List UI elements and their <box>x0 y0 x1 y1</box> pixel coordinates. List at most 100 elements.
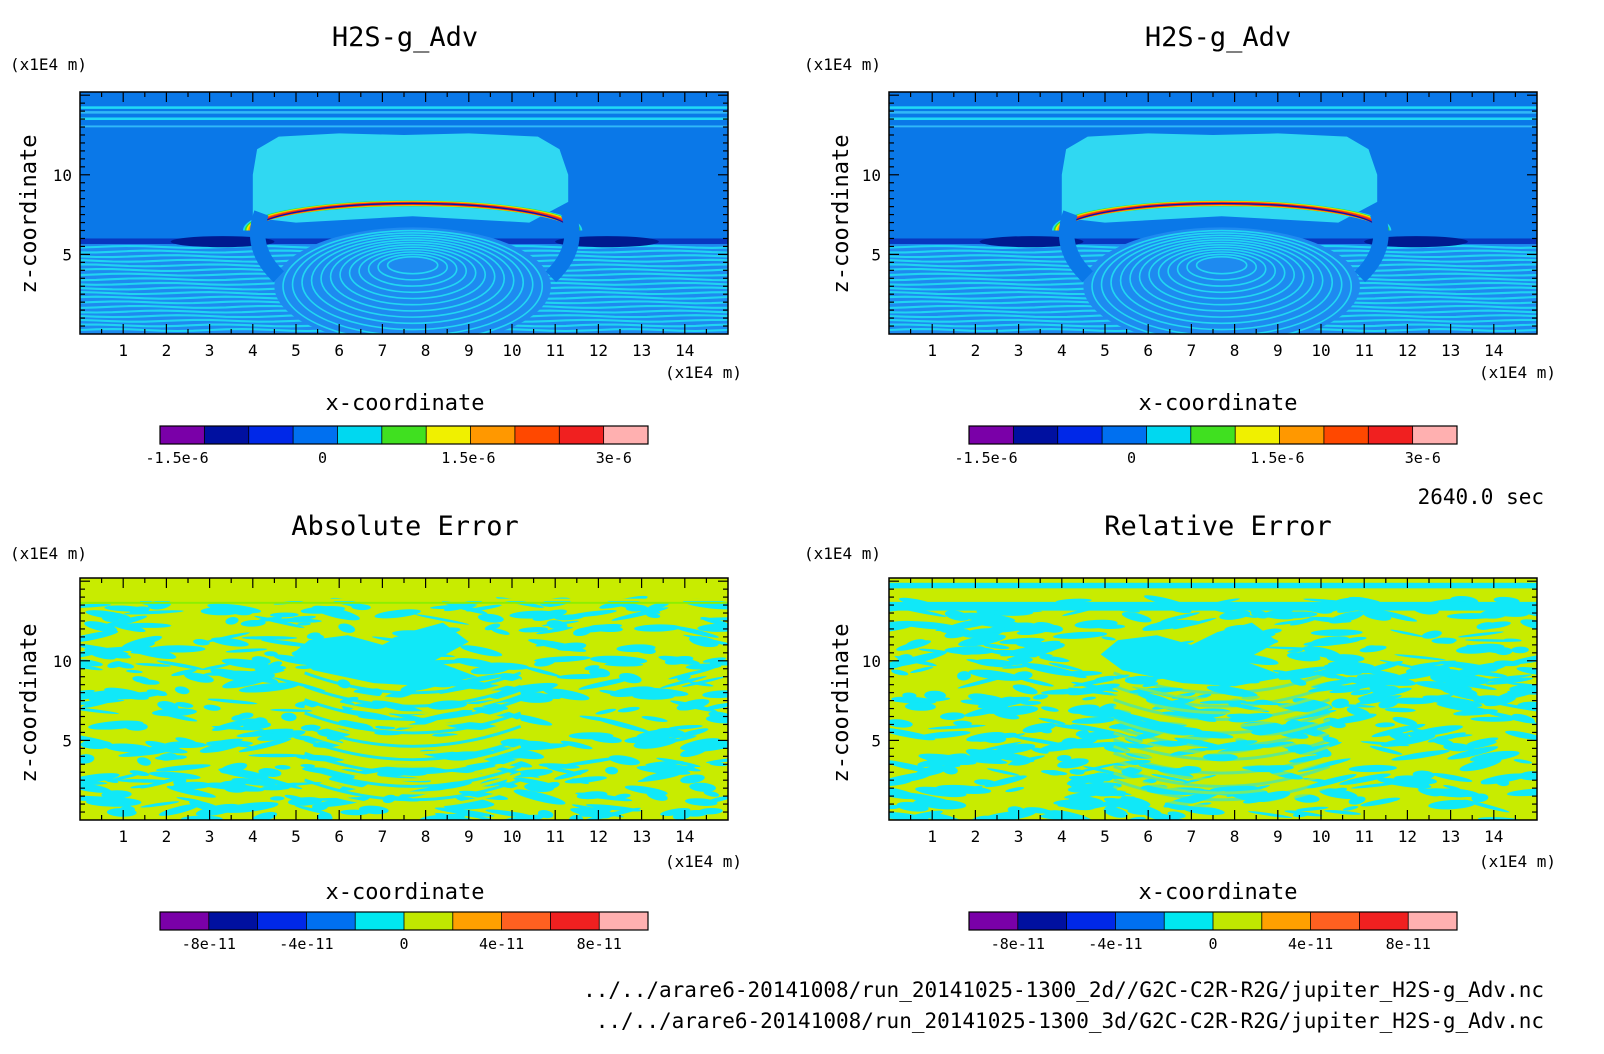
colorbar-swatch <box>1310 912 1360 930</box>
error-blob <box>974 741 1022 753</box>
error-blob <box>1451 662 1508 678</box>
error-blob <box>640 737 679 749</box>
colorbar: -8e-11 -4e-11 0 4e-11 8e-11 <box>159 911 649 953</box>
error-blob <box>205 738 244 746</box>
error-blob <box>625 604 648 612</box>
colorbar: -1.5e-6 0 1.5e-6 3e-6 <box>145 425 649 467</box>
error-blob <box>1020 700 1042 706</box>
x-tick-label: 13 <box>1441 827 1460 846</box>
error-blob <box>1371 723 1426 738</box>
error-blob <box>257 730 306 741</box>
error-blob <box>1346 706 1370 717</box>
error-blob <box>974 658 1015 667</box>
x-tick-label: 12 <box>589 341 608 360</box>
error-blob <box>281 712 297 722</box>
error-blob <box>1516 667 1537 676</box>
colorbar-swatch <box>248 426 294 444</box>
dome-ring <box>377 253 449 281</box>
error-blob <box>576 791 608 800</box>
error-blob <box>201 663 231 670</box>
error-blob <box>175 737 199 746</box>
error-stripe <box>1113 725 1331 748</box>
error-blob <box>257 616 283 622</box>
upper-stripe <box>80 125 728 128</box>
error-blob <box>259 786 290 791</box>
error-stripe <box>1113 745 1331 768</box>
error-blob <box>1068 775 1104 784</box>
colorbar-swatch <box>969 912 1019 930</box>
x-tick-label: 4 <box>1057 827 1067 846</box>
x-tick-label: 3 <box>205 341 215 360</box>
colorbar-tick-label: 0 <box>318 449 327 467</box>
x-unit-label: (x1E4 m) <box>665 363 742 382</box>
colorbar: -1.5e-6 0 1.5e-6 3e-6 <box>954 425 1458 467</box>
error-blob <box>1390 697 1436 705</box>
error-blob <box>358 805 389 815</box>
error-blob <box>270 708 313 712</box>
error-blob <box>1477 674 1533 683</box>
error-blob <box>236 728 294 738</box>
error-blob <box>889 805 901 810</box>
error-blob <box>1456 643 1505 654</box>
error-blob <box>1039 655 1070 663</box>
error-blob <box>221 801 279 813</box>
error-blob <box>1446 613 1496 620</box>
error-blob <box>231 714 246 721</box>
y-axis-label: z-coordinate <box>829 624 854 783</box>
error-blob <box>1043 624 1063 633</box>
dome-ring <box>1110 234 1334 331</box>
error-blob <box>1350 689 1373 696</box>
upper-stripe <box>889 117 1537 121</box>
error-blob <box>1040 770 1068 776</box>
error-stripe <box>1113 684 1331 708</box>
y-tick-label: 5 <box>871 245 881 264</box>
colorbar-swatch <box>306 912 356 930</box>
colorbar-tick-label: 8e-11 <box>1386 935 1431 953</box>
error-blob <box>1348 764 1397 773</box>
error-stripe <box>304 778 522 802</box>
x-tick-label: 9 <box>1273 341 1283 360</box>
error-blob <box>312 605 360 621</box>
error-stripe <box>304 671 522 695</box>
error-blob <box>1289 616 1320 626</box>
error-blob <box>706 795 728 803</box>
error-blob <box>101 790 132 799</box>
error-blob <box>312 803 328 811</box>
error-blob <box>130 784 151 789</box>
colorbar-swatch <box>337 426 383 444</box>
x-tick-label: 6 <box>1143 341 1153 360</box>
error-blob <box>240 619 266 627</box>
colorbar-swatch <box>501 912 551 930</box>
x-tick-label: 10 <box>502 827 521 846</box>
dome-ring <box>282 229 544 334</box>
error-blob <box>509 769 553 778</box>
error-blob <box>590 655 648 665</box>
x-tick-label: 10 <box>1311 341 1330 360</box>
dome-ring <box>291 232 534 334</box>
error-blob <box>636 729 662 738</box>
colorbar-swatch <box>208 912 259 930</box>
error-blob <box>220 762 248 774</box>
colorbar-swatch <box>1013 426 1059 444</box>
x-tick-label: 8 <box>1230 827 1240 846</box>
error-stripe <box>304 745 522 768</box>
error-blob <box>269 612 299 618</box>
x-tick-label: 11 <box>546 341 565 360</box>
error-blob <box>1261 612 1295 620</box>
error-blob <box>140 801 180 808</box>
panel-title: Relative Error <box>1104 511 1332 542</box>
error-blob <box>676 728 709 738</box>
error-blob <box>110 622 146 632</box>
error-blob <box>958 646 985 655</box>
upper-stripe <box>889 111 1537 114</box>
error-blob <box>1428 799 1476 810</box>
error-blob <box>1012 684 1038 695</box>
error-blob <box>1509 653 1537 665</box>
error-blob <box>910 666 934 673</box>
error-blob <box>709 660 728 666</box>
error-blob <box>174 686 190 695</box>
error-stripe <box>1113 771 1331 795</box>
error-blob <box>1057 758 1089 769</box>
x-tick-label: 6 <box>1143 827 1153 846</box>
error-blob <box>546 620 568 630</box>
